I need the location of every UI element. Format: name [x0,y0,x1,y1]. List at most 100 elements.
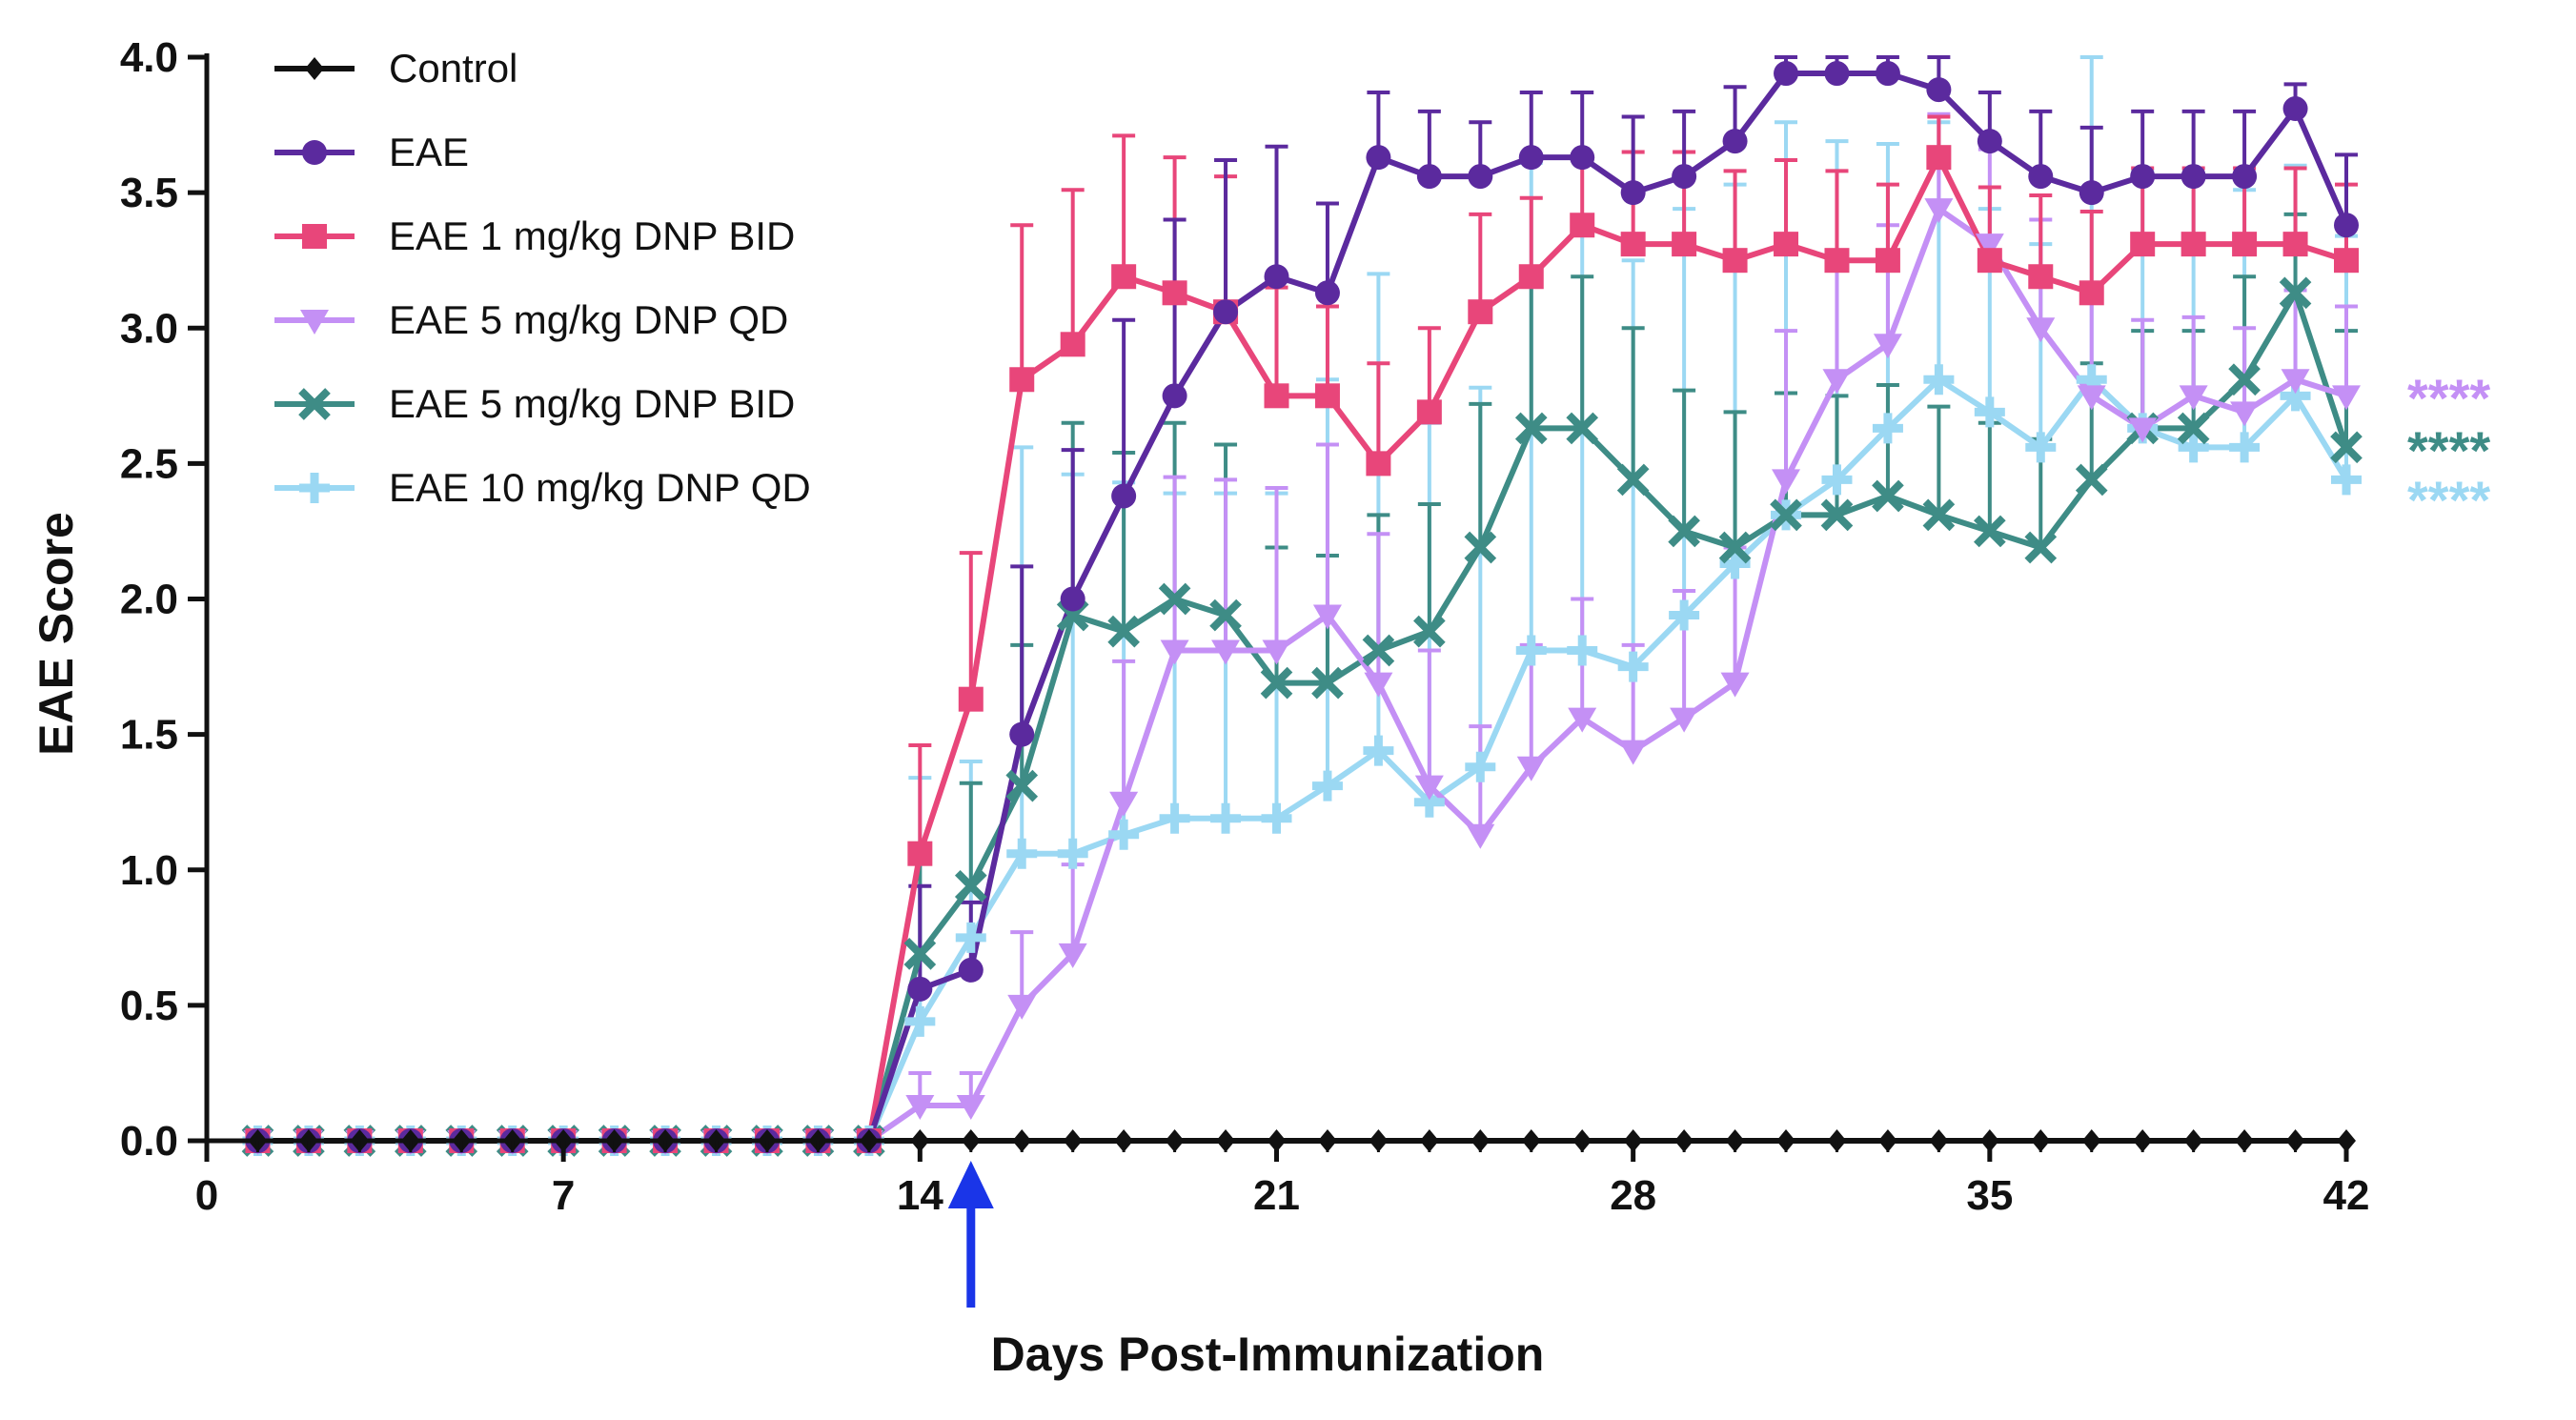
series-4-point [1872,479,1904,513]
series-3-error-bar [2131,317,2155,429]
series-3-point [2128,417,2158,443]
legend-label-4: EAE 5 mg/kg DNP BID [389,381,795,426]
series-3-point [956,1095,985,1121]
series-3-error-bar [1825,255,1849,380]
series-2-error-bar [1417,326,1441,413]
legend-marker-1 [302,140,327,165]
series-3-point [1466,823,1495,849]
series-2-point [2334,248,2359,274]
y-tick-label: 4.0 [120,34,178,81]
series-4-point [1260,666,1293,700]
series-1-point [958,957,984,983]
x-tick-label: 7 [552,1172,575,1219]
series-2-error-bar [1061,188,1085,345]
series-5-point [1363,735,1394,766]
series-3-point [1670,707,1699,733]
series-5-point [1872,413,1903,444]
series-1-point [907,976,933,1002]
x-tick-label: 28 [1610,1172,1656,1219]
series-2-point [907,841,933,866]
series-5-point [1006,838,1038,869]
series-4-error-bar [1825,394,1849,516]
series-1-point [1366,145,1391,171]
x-tick-label: 14 [897,1172,943,1219]
legend-marker-3 [300,310,329,335]
series-2-error-bar [1723,169,1747,261]
series-4-point [1820,498,1854,532]
series-4-point [2228,363,2261,396]
series-3-error-bar [1112,659,1136,802]
series-4-error-bar [1673,388,1696,532]
series-4-error-bar [1723,410,1747,548]
series-5-point [1515,635,1547,666]
series-1-point [2180,164,2206,190]
series-1-point [1977,129,2002,154]
y-tick-label: 3.0 [120,305,178,352]
series-2-point [2079,280,2104,306]
series-3-error-bar [2335,304,2358,396]
y-axis-title: EAE Score [30,512,83,756]
series-1-point [1620,180,1646,206]
series-3-point [1924,198,1954,224]
series-2-error-bar [908,742,932,854]
y-tick-label: 2.5 [120,440,178,487]
series-3-point [2179,385,2208,411]
series-3-point [905,1095,935,1121]
x-axis-title: Days Post-Immunization [991,1328,1545,1381]
treatment-start-arrow-head [947,1161,994,1208]
significance-stars-0: **** [2407,368,2490,428]
series-3-error-bar [1417,648,1441,786]
series-1-point [1774,61,1799,87]
series-2-error-bar [959,551,983,700]
series-3-error-bar [2181,314,2205,396]
series-1-point [1009,721,1035,747]
series-3-point [1516,756,1546,781]
series-3-point [1364,672,1393,698]
series-2-point [1774,232,1799,257]
series-4-point [1158,582,1191,616]
series-3-point [1772,469,1801,495]
series-1-error-bar [1163,217,1187,396]
series-4-point [1668,515,1700,548]
series-3-point [1414,775,1444,801]
series-3-error-bar [1367,532,1390,683]
series-4-point [1464,531,1497,564]
series-4-point [1718,531,1752,564]
series-2-point [1824,248,1850,274]
series-1-point [1416,164,1442,190]
series-1-point [1111,483,1137,509]
series-2-point [1060,332,1085,357]
series-3-point [1262,639,1291,665]
series-1-point [1875,61,1900,87]
series-4-point [2075,463,2108,497]
series-4-point [1362,634,1395,667]
legend-marker-0 [305,57,324,80]
series-3-error-bar [1775,329,1798,480]
series-5-point [955,922,986,953]
series-3-error-bar [1163,475,1187,651]
series-1-point [1672,164,1697,190]
series-2-point [1314,383,1340,409]
series-4-point [2024,531,2058,564]
series-4-point [2177,412,2210,445]
x-tick-label: 0 [195,1172,218,1219]
series-2-point [1009,367,1035,393]
series-3-point [2077,385,2106,411]
series-4-point [903,938,937,970]
series-3-point [2332,385,2361,411]
series-2-error-bar [1876,182,1899,261]
series-4-point [1974,515,2006,548]
series-2-point [1264,383,1289,409]
series-4-error-bar [1621,326,1645,480]
y-tick-label: 0.0 [120,1118,178,1165]
series-1-error-bar [1214,158,1238,313]
series-2-point [2028,264,2054,290]
series-1-point [2282,96,2308,122]
series-2-error-bar [2029,193,2053,277]
series-4-point [1566,412,1599,445]
series-4-point [1770,498,1802,532]
series-1-point [2334,213,2359,238]
series-1-point [1060,586,1085,612]
series-3-point [2026,317,2056,343]
series-2-point [2232,232,2258,257]
